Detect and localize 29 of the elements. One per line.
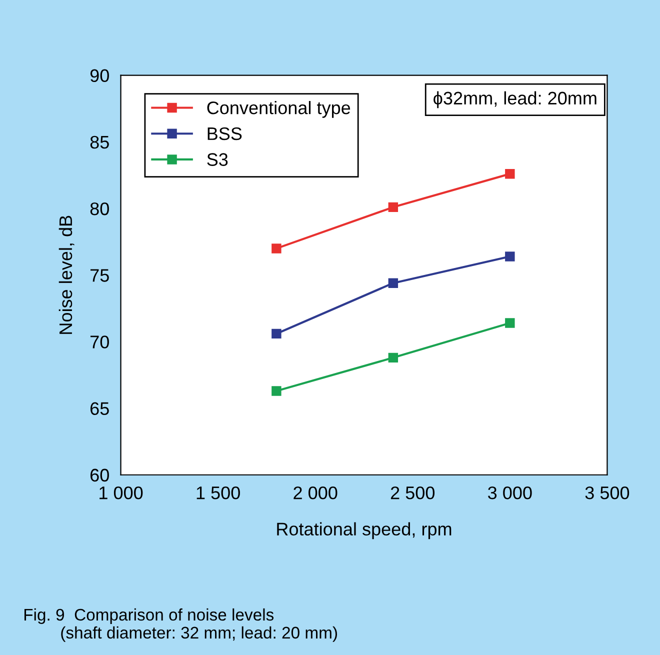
point bbox=[272, 244, 282, 254]
y-tick-label: 75 bbox=[90, 269, 109, 282]
y-tick-label: 85 bbox=[90, 136, 109, 149]
legend-label: Conventional type bbox=[207, 100, 350, 118]
x-axis-title: Rotational speed, rpm bbox=[277, 522, 452, 540]
y-axis-title: Noise level, dB bbox=[58, 216, 74, 334]
y-tick-label: 65 bbox=[90, 402, 109, 416]
point bbox=[388, 278, 398, 288]
y-tick-label: 80 bbox=[90, 202, 109, 216]
y-tick-label: 90 bbox=[90, 69, 109, 82]
legend-label: BSS bbox=[208, 127, 242, 140]
y-tick-label: 60 bbox=[90, 468, 109, 482]
x-tick-label: 1 500 bbox=[196, 486, 240, 500]
x-tick-label: 3 000 bbox=[488, 486, 532, 500]
x-tick-label: 2 000 bbox=[294, 486, 338, 500]
point bbox=[505, 252, 515, 262]
x-tick-label: 3 500 bbox=[585, 486, 630, 500]
annotation: ϕ32mm, lead: 20mm bbox=[434, 91, 596, 108]
point bbox=[272, 328, 282, 339]
caption: Fig. 9 Comparison of noise levels (shaft diameter: 32 mm; lead: 20 mm) bbox=[24, 608, 337, 642]
point bbox=[388, 202, 398, 212]
y-tick-label: 70 bbox=[90, 336, 109, 348]
point bbox=[388, 352, 398, 363]
x-tick-label: 2 500 bbox=[390, 486, 435, 500]
x-tick-label: 1 000 bbox=[100, 486, 143, 500]
point bbox=[272, 386, 282, 396]
legend-label: S3 bbox=[207, 153, 228, 166]
point bbox=[505, 318, 515, 328]
point bbox=[505, 169, 515, 179]
